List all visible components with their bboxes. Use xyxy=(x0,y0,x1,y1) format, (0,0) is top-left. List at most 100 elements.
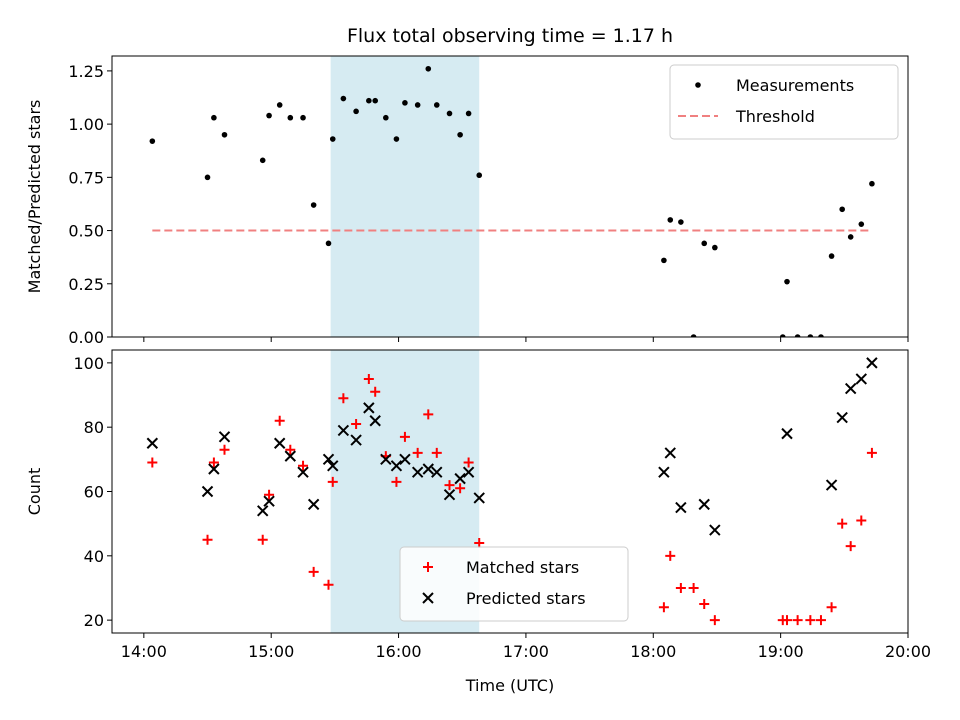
measurement-point xyxy=(393,136,400,142)
x-tick-label: 17:00 xyxy=(503,642,549,661)
y-tick-label: 100 xyxy=(73,354,104,373)
y-axis-label: Matched/Predicted stars xyxy=(25,100,44,294)
top-panel: 0.00 0.25 0.50 0.75 1.00 1.25 Matched/Predicte… xyxy=(25,25,909,347)
predicted-point xyxy=(146,437,159,449)
predicted-point xyxy=(698,498,710,511)
measurement-point xyxy=(701,240,708,247)
predicted-point xyxy=(263,495,275,507)
matched-point xyxy=(837,518,848,529)
matched-point xyxy=(856,515,867,526)
measurement-point xyxy=(712,244,718,251)
y-tick-label: 0.75 xyxy=(68,168,104,187)
y-tick-label: 0.00 xyxy=(68,328,104,347)
matched-point xyxy=(845,541,856,552)
measurement-point xyxy=(353,108,359,115)
measurement-point xyxy=(149,138,156,144)
predicted-point xyxy=(443,489,456,501)
x-tick-label: 19:00 xyxy=(758,642,804,661)
x-tick-label: 16:00 xyxy=(376,642,422,661)
legend-box xyxy=(399,546,629,622)
y-tick-label: 1.00 xyxy=(68,115,104,134)
measurement-point xyxy=(310,202,317,208)
matched-point xyxy=(675,582,686,593)
predicted-point xyxy=(390,460,403,472)
legend-marker xyxy=(423,562,433,572)
predicted-point xyxy=(273,437,286,449)
y-tick-label: 1.25 xyxy=(68,62,104,81)
measurement-point xyxy=(465,110,472,117)
measurement-point xyxy=(839,206,845,213)
predicted-point xyxy=(350,434,362,446)
predicted-point xyxy=(709,524,721,536)
predicted-point xyxy=(411,466,424,478)
matched-point xyxy=(363,373,374,384)
matched-point xyxy=(455,483,466,494)
measurement-point xyxy=(858,221,865,227)
matched-point xyxy=(866,447,877,458)
matched-point xyxy=(308,566,319,577)
y-tick-label: 20 xyxy=(84,611,104,630)
predicted-point xyxy=(658,466,670,478)
matched-point xyxy=(658,602,669,613)
predicted-point xyxy=(664,447,676,459)
legend-marker xyxy=(695,82,701,88)
measurement-point xyxy=(211,114,217,121)
matched-point xyxy=(202,534,213,545)
predicted-point xyxy=(454,472,466,485)
axes-frame xyxy=(111,55,909,338)
predicted-point xyxy=(369,415,381,427)
predicted-point xyxy=(307,498,320,511)
legend: Matched stars Predicted stars xyxy=(399,546,629,622)
predicted-point xyxy=(218,431,231,443)
predicted-point xyxy=(675,501,687,514)
matched-point xyxy=(351,418,362,429)
measurement-point xyxy=(828,253,835,259)
matched-point xyxy=(431,447,442,458)
measurement-point xyxy=(366,97,372,104)
predicted-point xyxy=(327,460,339,472)
matched-point xyxy=(463,457,474,468)
measurement-point xyxy=(340,95,347,102)
measurement-point xyxy=(414,102,421,108)
measurement-point xyxy=(287,114,294,121)
matched-point xyxy=(826,602,837,613)
matched-point xyxy=(208,457,219,468)
chart-title: Flux total observing time = 1.17 h xyxy=(347,25,673,47)
measurement-point xyxy=(383,114,389,121)
legend-box xyxy=(669,64,899,140)
predicted-point xyxy=(337,424,350,437)
matched-point xyxy=(257,534,268,545)
measurement-point xyxy=(266,112,272,119)
x-tick-label: 15:00 xyxy=(248,642,294,661)
x-tick-label: 20:00 xyxy=(885,642,931,661)
measurement-point xyxy=(794,334,801,337)
plot-marks xyxy=(146,357,878,626)
matched-point xyxy=(391,476,402,487)
matched-point xyxy=(264,489,275,500)
predicted-point xyxy=(473,492,485,504)
predicted-point xyxy=(399,453,411,466)
predicted-point xyxy=(781,427,793,440)
predicted-point xyxy=(462,466,475,478)
matched-point xyxy=(274,415,285,426)
measurement-point xyxy=(476,172,483,179)
matched-point xyxy=(147,457,158,468)
y-tick-label: 40 xyxy=(84,547,104,566)
measurement-point xyxy=(329,136,336,142)
matched-point xyxy=(327,476,338,487)
legend: Measurements Threshold xyxy=(669,64,899,140)
predicted-point xyxy=(844,382,857,395)
measurement-point xyxy=(690,334,697,337)
matched-point xyxy=(815,615,826,626)
predicted-point xyxy=(284,450,297,462)
predicted-point xyxy=(825,479,838,491)
x-tick-label: 18:00 xyxy=(630,642,676,661)
matched-point xyxy=(323,579,334,590)
predicted-point xyxy=(297,466,309,478)
measurement-point xyxy=(818,334,824,337)
plot-marks xyxy=(149,65,875,337)
matched-point xyxy=(285,444,296,455)
measurement-point xyxy=(259,157,266,164)
series-0 xyxy=(149,65,875,337)
